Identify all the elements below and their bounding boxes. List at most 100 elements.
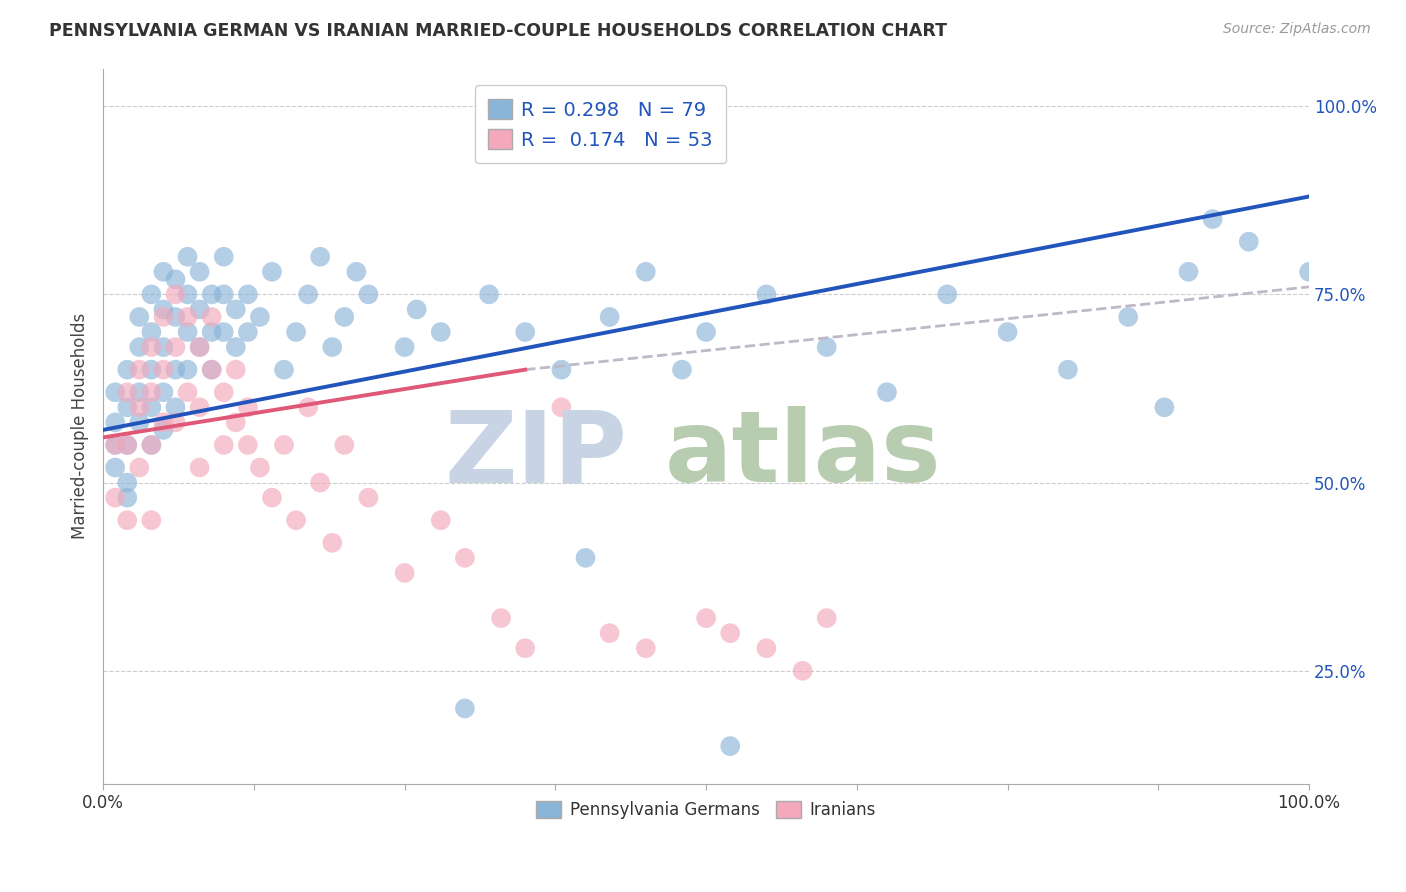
- Point: [718, 626, 741, 640]
- Point: [321, 536, 343, 550]
- Point: [936, 287, 959, 301]
- Point: [321, 340, 343, 354]
- Point: [212, 250, 235, 264]
- Point: [128, 385, 150, 400]
- Point: [152, 416, 174, 430]
- Point: [755, 641, 778, 656]
- Point: [1298, 265, 1320, 279]
- Point: [297, 401, 319, 415]
- Point: [104, 438, 127, 452]
- Point: [128, 460, 150, 475]
- Point: [128, 416, 150, 430]
- Point: [104, 416, 127, 430]
- Point: [152, 423, 174, 437]
- Point: [454, 701, 477, 715]
- Point: [212, 385, 235, 400]
- Point: [695, 611, 717, 625]
- Point: [815, 340, 838, 354]
- Point: [273, 362, 295, 376]
- Point: [141, 401, 163, 415]
- Point: [225, 302, 247, 317]
- Point: [176, 325, 198, 339]
- Point: [104, 491, 127, 505]
- Point: [792, 664, 814, 678]
- Point: [225, 340, 247, 354]
- Point: [236, 401, 259, 415]
- Point: [671, 362, 693, 376]
- Point: [188, 302, 211, 317]
- Point: [876, 385, 898, 400]
- Point: [117, 513, 139, 527]
- Point: [201, 325, 224, 339]
- Point: [176, 250, 198, 264]
- Point: [201, 362, 224, 376]
- Point: [201, 310, 224, 324]
- Point: [309, 250, 332, 264]
- Point: [430, 513, 453, 527]
- Point: [515, 641, 537, 656]
- Point: [489, 611, 512, 625]
- Point: [309, 475, 332, 490]
- Point: [165, 340, 187, 354]
- Point: [997, 325, 1019, 339]
- Point: [117, 401, 139, 415]
- Point: [394, 566, 416, 580]
- Legend: Pennsylvania Germans, Iranians: Pennsylvania Germans, Iranians: [530, 794, 883, 825]
- Point: [260, 491, 283, 505]
- Point: [599, 626, 621, 640]
- Point: [152, 265, 174, 279]
- Point: [297, 287, 319, 301]
- Point: [201, 362, 224, 376]
- Point: [165, 362, 187, 376]
- Point: [117, 385, 139, 400]
- Point: [212, 325, 235, 339]
- Point: [1116, 310, 1139, 324]
- Point: [176, 287, 198, 301]
- Point: [165, 310, 187, 324]
- Point: [188, 401, 211, 415]
- Point: [165, 272, 187, 286]
- Point: [260, 265, 283, 279]
- Point: [478, 287, 501, 301]
- Point: [141, 438, 163, 452]
- Point: [333, 310, 356, 324]
- Point: [201, 287, 224, 301]
- Point: [574, 550, 596, 565]
- Point: [176, 385, 198, 400]
- Point: [165, 287, 187, 301]
- Point: [176, 310, 198, 324]
- Point: [357, 491, 380, 505]
- Point: [1201, 212, 1223, 227]
- Point: [430, 325, 453, 339]
- Text: ZIP: ZIP: [444, 406, 627, 503]
- Point: [188, 460, 211, 475]
- Point: [405, 302, 427, 317]
- Point: [152, 385, 174, 400]
- Point: [141, 438, 163, 452]
- Point: [212, 438, 235, 452]
- Y-axis label: Married-couple Households: Married-couple Households: [72, 313, 89, 540]
- Point: [718, 739, 741, 753]
- Point: [755, 287, 778, 301]
- Point: [176, 362, 198, 376]
- Point: [695, 325, 717, 339]
- Text: Source: ZipAtlas.com: Source: ZipAtlas.com: [1223, 22, 1371, 37]
- Point: [117, 475, 139, 490]
- Point: [152, 362, 174, 376]
- Point: [236, 325, 259, 339]
- Point: [236, 438, 259, 452]
- Point: [128, 362, 150, 376]
- Point: [104, 438, 127, 452]
- Point: [249, 460, 271, 475]
- Point: [225, 416, 247, 430]
- Point: [188, 340, 211, 354]
- Point: [104, 460, 127, 475]
- Point: [152, 340, 174, 354]
- Point: [141, 513, 163, 527]
- Point: [141, 385, 163, 400]
- Point: [1177, 265, 1199, 279]
- Text: PENNSYLVANIA GERMAN VS IRANIAN MARRIED-COUPLE HOUSEHOLDS CORRELATION CHART: PENNSYLVANIA GERMAN VS IRANIAN MARRIED-C…: [49, 22, 948, 40]
- Point: [515, 325, 537, 339]
- Point: [394, 340, 416, 354]
- Point: [285, 513, 308, 527]
